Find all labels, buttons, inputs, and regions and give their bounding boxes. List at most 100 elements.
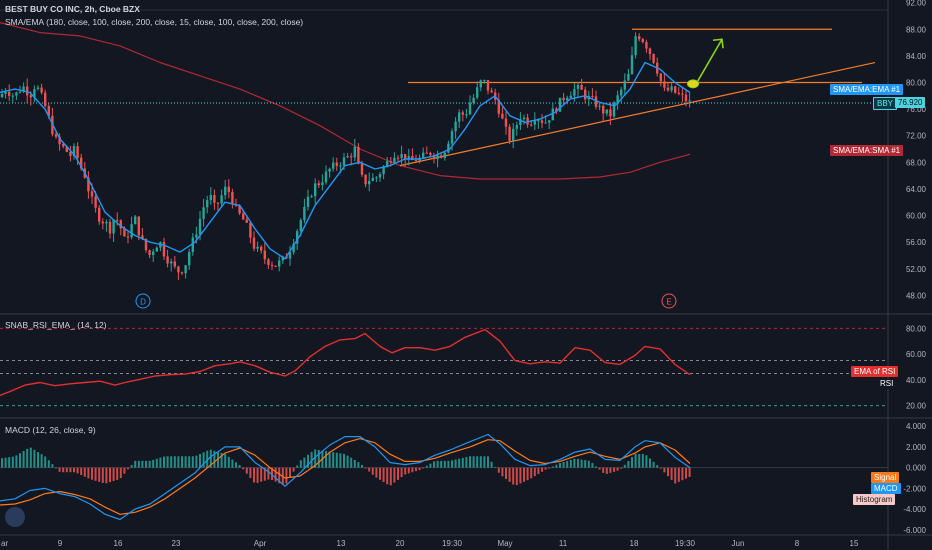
candle-body <box>522 117 526 120</box>
tradingview-logo-icon[interactable] <box>5 507 25 527</box>
candle-body <box>202 207 205 219</box>
macd-histogram-bar <box>328 451 331 468</box>
time-axis-tick: 15 <box>850 539 859 548</box>
candle-body <box>180 272 184 274</box>
macd-histogram-bar <box>62 467 65 473</box>
macd-histogram-bar <box>51 464 54 468</box>
candle-body <box>195 234 198 238</box>
candle-body <box>393 157 396 163</box>
candle-body <box>648 48 652 55</box>
macd-histogram-bar <box>674 467 677 484</box>
candle-body <box>339 165 342 167</box>
candle-body <box>353 146 356 158</box>
macd-histogram-bar <box>55 467 57 469</box>
candle-body <box>526 117 529 125</box>
rsi-tag: RSI <box>877 378 897 389</box>
price-axis-tick: 84.00 <box>906 52 927 61</box>
candle-body <box>54 134 58 137</box>
macd-histogram-bar <box>166 456 169 468</box>
candle-body <box>332 162 335 169</box>
candle-body <box>126 236 130 238</box>
candle-body <box>288 252 292 259</box>
macd-histogram-bar <box>26 448 29 468</box>
candle-body <box>18 91 22 93</box>
price-axis-tick: 56.00 <box>906 238 927 247</box>
study-label[interactable]: SMA/EMA (180, close, 100, close, 200, cl… <box>5 17 304 27</box>
candle-body <box>382 166 385 175</box>
candle-body <box>0 94 4 98</box>
candle-body <box>346 156 349 158</box>
rsi-axis-tick: 80.00 <box>906 324 927 333</box>
time-axis-tick: Apr <box>254 539 267 548</box>
candle-body <box>116 219 119 221</box>
macd-histogram-bar <box>508 467 511 482</box>
macd-histogram-bar <box>87 467 90 479</box>
candle-body <box>404 154 407 160</box>
macd-histogram-bar <box>623 464 626 468</box>
candle-body <box>22 86 25 92</box>
macd-histogram-bar <box>479 456 482 468</box>
macd-pane-title[interactable]: MACD (12, 26, close, 9) <box>5 425 96 435</box>
price-axis-tick: 72.00 <box>906 132 927 141</box>
macd-histogram-bar <box>364 467 367 469</box>
candle-body <box>504 118 508 127</box>
macd-histogram-bar <box>91 467 93 480</box>
macd-histogram-bar <box>134 460 137 468</box>
macd-histogram-bar <box>627 461 630 468</box>
candle-body <box>533 120 536 125</box>
symbol-title[interactable]: BEST BUY CO INC, 2h, Cboe BZX <box>5 4 140 14</box>
candle-body <box>328 168 331 172</box>
candle-body <box>324 171 328 183</box>
candle-body <box>548 120 551 123</box>
macd-histogram-bar <box>173 456 176 468</box>
candle-body <box>155 247 158 252</box>
candle-body <box>623 80 626 90</box>
candle-body <box>580 84 583 90</box>
candle-body <box>350 156 353 158</box>
macd-histogram-bar <box>634 453 637 468</box>
candle-body <box>242 213 245 220</box>
macd-histogram-bar <box>112 467 115 482</box>
macd-tag: MACD <box>871 483 901 494</box>
candle-body <box>663 81 666 88</box>
candle-body <box>591 95 594 97</box>
macd-histogram-bar <box>649 458 651 468</box>
candle-body <box>267 259 270 265</box>
candle-body <box>368 180 371 185</box>
candle-body <box>256 246 259 249</box>
macd-histogram-bar <box>404 467 407 475</box>
candle-body <box>411 156 414 161</box>
macd-histogram-bar <box>476 456 479 468</box>
candle-body <box>94 196 97 208</box>
macd-histogram-bar <box>191 456 194 468</box>
candle-body <box>454 121 457 132</box>
macd-histogram-bar <box>400 467 403 478</box>
candle-body <box>213 195 216 203</box>
candle-body <box>299 220 302 232</box>
macd-histogram-bar <box>65 467 68 473</box>
macd-axis-tick: -6.000 <box>903 526 926 535</box>
macd-histogram-bar <box>332 452 335 468</box>
macd-histogram-bar <box>613 467 615 472</box>
candle-body <box>44 92 47 107</box>
rsi-pane-title[interactable]: SNAB_RSI_EMA_ (14, 12) <box>5 320 107 330</box>
macd-histogram-bar <box>11 456 14 468</box>
ema-line <box>0 61 691 260</box>
macd-histogram-bar <box>371 467 374 475</box>
macd-axis-tick: 2.000 <box>906 443 927 452</box>
candle-body <box>314 183 317 197</box>
candle-body <box>69 151 72 156</box>
candle-body <box>634 36 637 56</box>
candle-body <box>72 146 76 156</box>
candle-body <box>497 99 500 114</box>
price-axis-tick: 92.00 <box>906 0 927 8</box>
candle-body <box>670 86 673 91</box>
candle-body <box>490 90 493 93</box>
time-axis-tick: May <box>497 539 512 548</box>
macd-histogram-bar <box>116 467 119 480</box>
macd-axis-tick: -2.000 <box>903 484 926 493</box>
macd-histogram-bar <box>584 460 587 468</box>
time-axis-tick: 16 <box>114 539 123 548</box>
macd-histogram-bar <box>487 456 489 468</box>
